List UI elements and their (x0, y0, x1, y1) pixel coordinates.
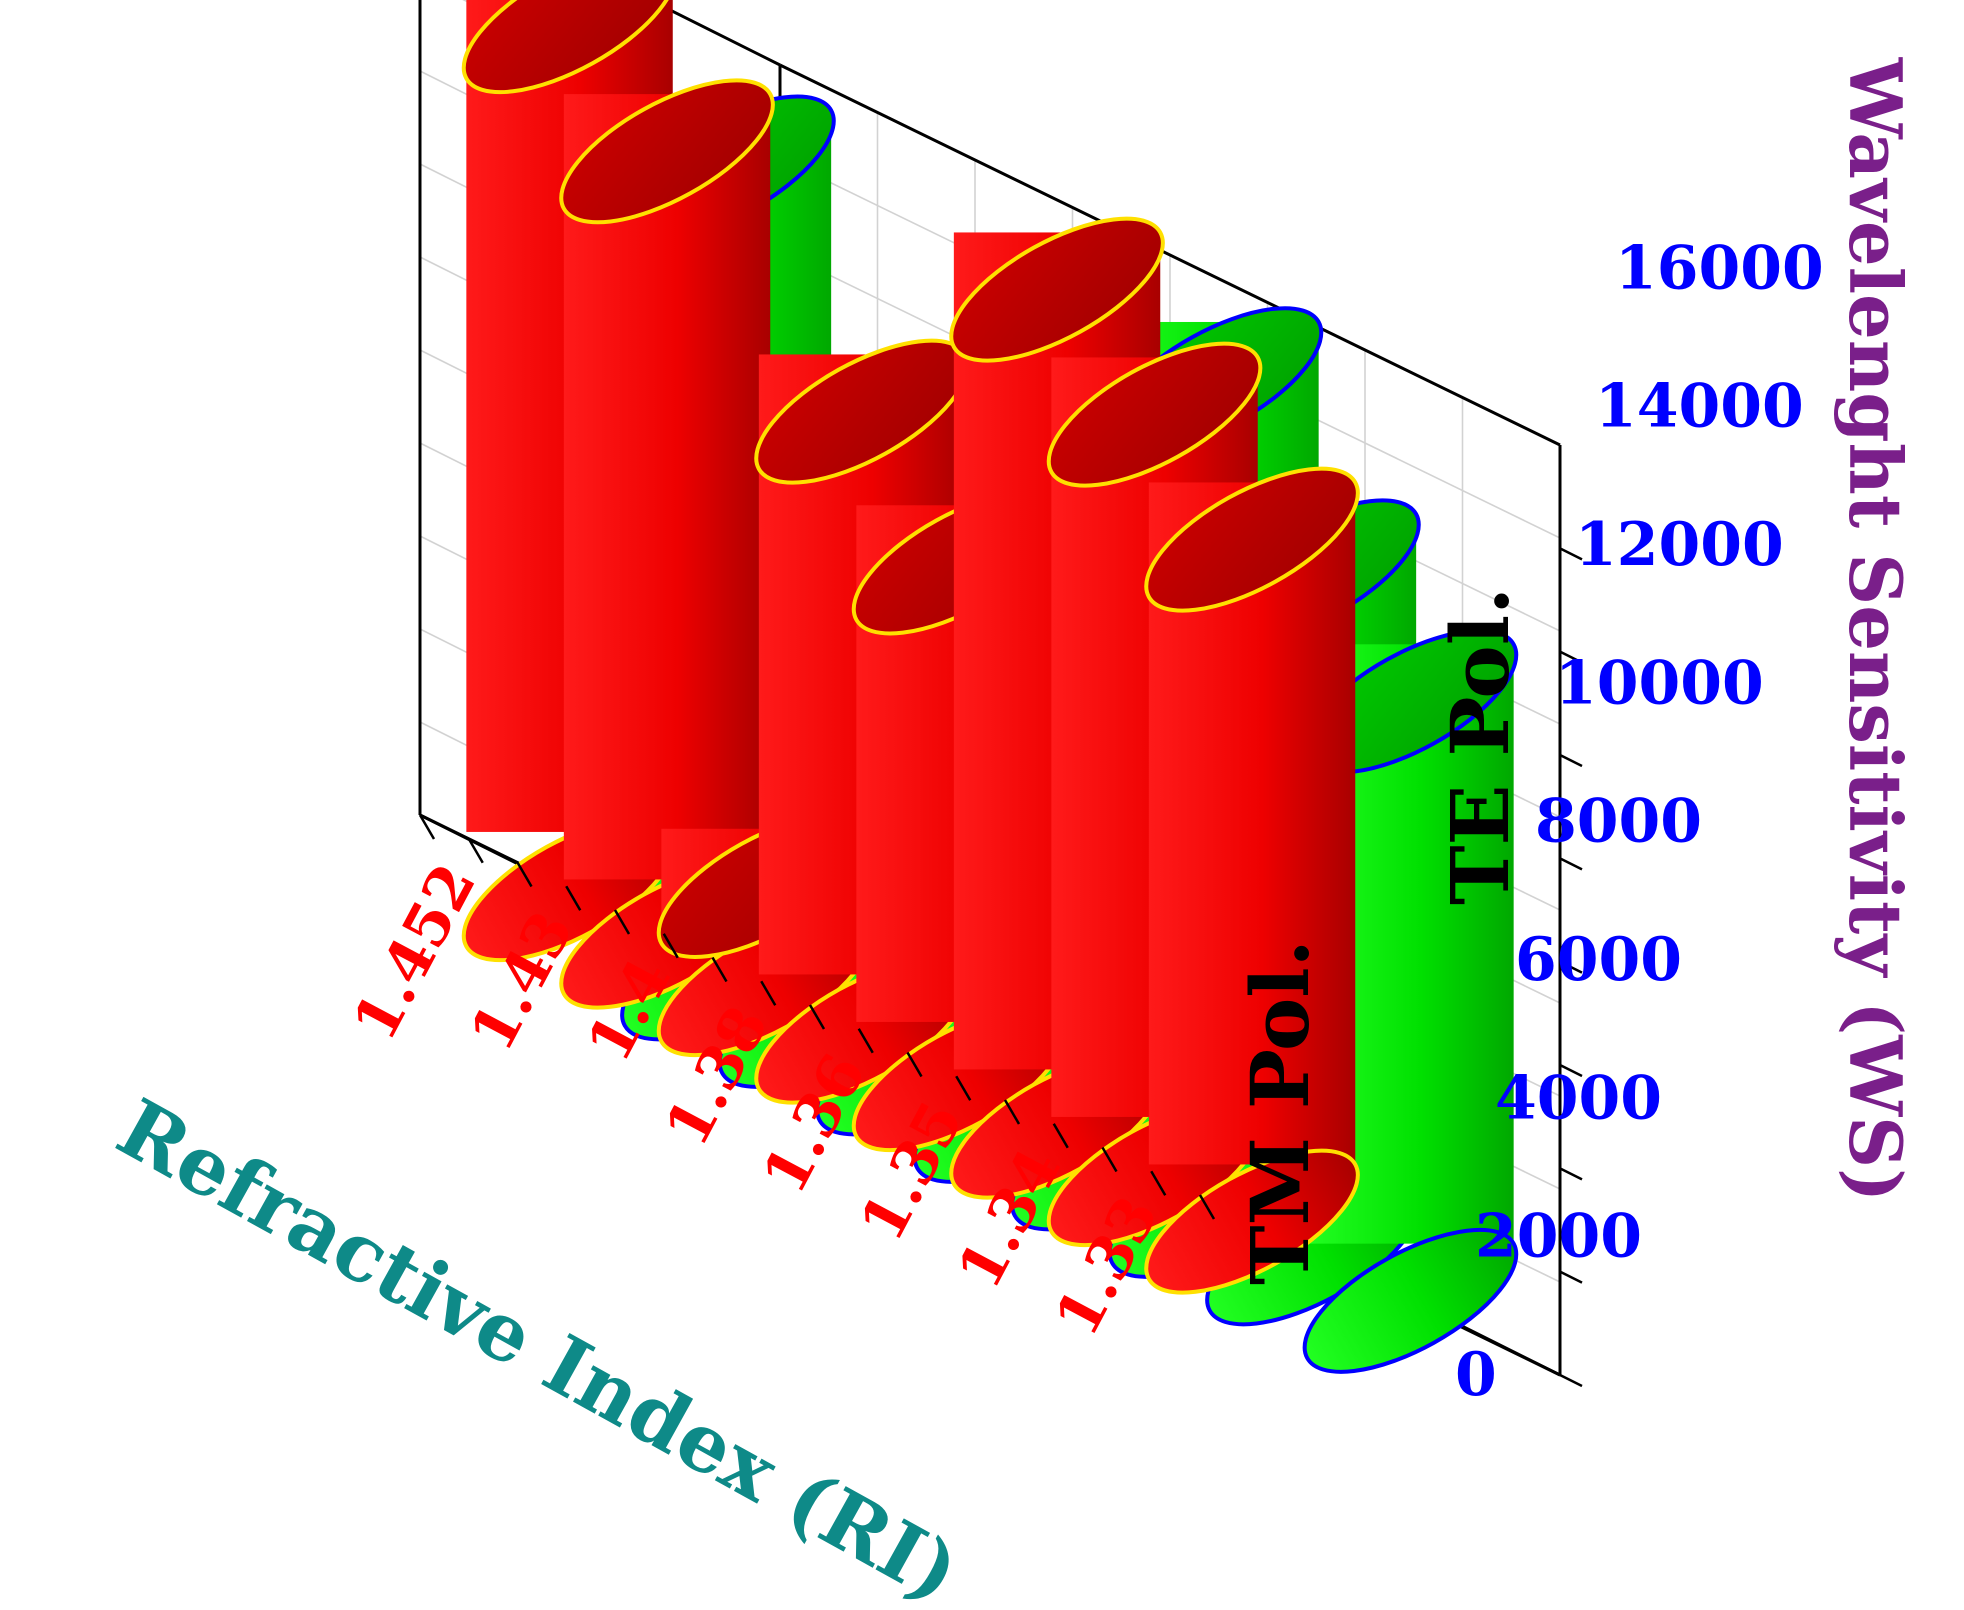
bar-tm-1.43-top (559, 78, 775, 225)
x-axis-tick (1198, 1194, 1216, 1220)
z-axis-tick (1559, 1373, 1583, 1388)
bar-tm-1.33-top (1144, 466, 1360, 613)
z-tick-label: 4000 (1495, 1063, 1662, 1133)
z-tick-label: 6000 (1515, 925, 1682, 995)
frame-edge (779, 63, 1561, 447)
x-axis-tick (1150, 1170, 1167, 1196)
bar-tm-1.33 (1144, 466, 1360, 1295)
z-axis-tick (1559, 1270, 1583, 1284)
z-axis-tick (1559, 1167, 1583, 1181)
bar-te-1.33-base (1302, 1227, 1519, 1374)
x-axis-tick (662, 933, 679, 959)
axis-ticks (418, 547, 1583, 1388)
z-tick-label: 2000 (1475, 1202, 1642, 1272)
x-axis-tick (467, 838, 484, 864)
bar-tm-1.33-base (1144, 1148, 1360, 1295)
x-axis-tick (711, 956, 728, 983)
z-tick-label: 12000 (1575, 510, 1784, 580)
z-axis-tick (1559, 960, 1583, 974)
bar-tm-1.452-top (461, 0, 678, 95)
x-axis-tick (906, 1051, 923, 1078)
x-axis-tick (808, 1004, 826, 1030)
bar-tm-1.34-top (1046, 341, 1263, 488)
z-axis-tick (1559, 1063, 1583, 1078)
bars (461, 0, 1519, 1374)
x-axis-tick (1052, 1123, 1069, 1149)
x-axis-tick (1101, 1146, 1118, 1173)
z-axis-tick (1559, 857, 1583, 871)
z-axis-tick (1559, 753, 1583, 768)
z-tick-label: 10000 (1555, 648, 1764, 718)
x-axis-title: Refractive Index (RI) (103, 1080, 975, 1610)
bar-tm-1.35-top (949, 216, 1165, 363)
z-axis-tick (1559, 547, 1583, 561)
z-tick-label: 14000 (1595, 372, 1804, 442)
z-tick-label: 0 (1455, 1340, 1497, 1410)
x-axis-tick (565, 885, 582, 911)
z-axis-tick-labels: 0 2000 4000 6000 8000 10000 12000 14000 16000 (1455, 233, 1824, 1410)
series-label-tm: TM Pol. (1233, 939, 1327, 1285)
frame-edge (646, 0, 781, 67)
x-axis-tick (760, 980, 777, 1006)
x-axis-tick (418, 814, 436, 840)
x-axis-tick (857, 1028, 874, 1054)
z-tick-label: 16000 (1615, 233, 1824, 303)
x-axis-tick (955, 1075, 972, 1101)
bar-tm-1.43-body (563, 94, 771, 880)
x-axis-tick (613, 909, 631, 935)
x-axis-tick (516, 861, 533, 888)
z-axis-tick (1559, 650, 1583, 664)
z-tick-label: 8000 (1535, 787, 1702, 857)
z-axis-title: Wavelenght Sensitivity (WS) (1833, 57, 1918, 1202)
x-axis-tick (1003, 1099, 1021, 1125)
series-label-te: TE Pol. (1433, 587, 1527, 905)
